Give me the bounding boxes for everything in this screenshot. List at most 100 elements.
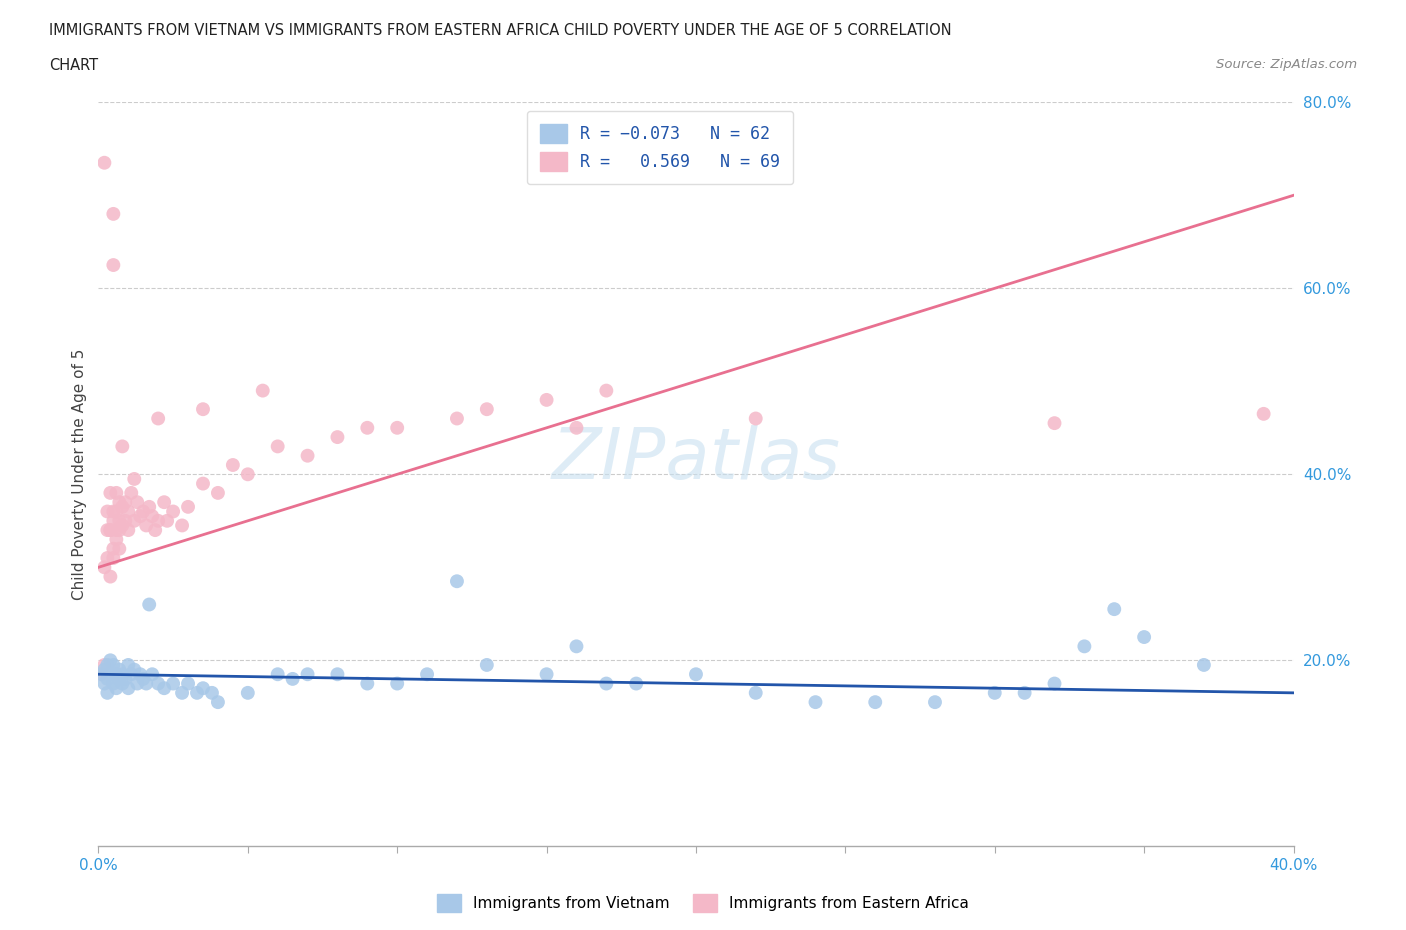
- Point: [565, 420, 588, 435]
- Point: [98, 569, 122, 584]
- Point: [117, 523, 139, 538]
- Point: [96, 658, 118, 672]
- Point: [132, 671, 155, 686]
- Point: [98, 485, 122, 500]
- Point: [114, 671, 136, 686]
- Point: [536, 667, 558, 682]
- Point: [141, 509, 163, 524]
- Point: [111, 518, 134, 533]
- Point: [108, 513, 131, 528]
- Point: [93, 662, 115, 677]
- Point: [98, 523, 122, 538]
- Point: [804, 695, 827, 710]
- Point: [162, 676, 184, 691]
- Point: [108, 495, 131, 510]
- Point: [129, 509, 152, 524]
- Point: [156, 513, 179, 528]
- Point: [148, 513, 170, 528]
- Point: [117, 504, 139, 519]
- Point: [93, 676, 115, 691]
- Point: [90, 667, 112, 682]
- Point: [191, 681, 214, 696]
- Point: [281, 671, 304, 686]
- Point: [96, 551, 118, 565]
- Point: [297, 667, 319, 682]
- Point: [135, 518, 157, 533]
- Point: [103, 541, 125, 556]
- Point: [124, 472, 146, 486]
- Point: [108, 541, 131, 556]
- Point: [565, 639, 588, 654]
- Point: [745, 685, 768, 700]
- Point: [103, 206, 125, 221]
- Point: [105, 667, 128, 682]
- Point: [96, 504, 118, 519]
- Point: [191, 402, 214, 417]
- Point: [207, 485, 229, 500]
- Point: [93, 658, 115, 672]
- Point: [172, 518, 194, 533]
- Point: [1253, 406, 1275, 421]
- Point: [148, 411, 170, 426]
- Point: [120, 667, 142, 682]
- Point: [595, 676, 617, 691]
- Point: [1192, 658, 1215, 672]
- Point: [117, 658, 139, 672]
- Point: [105, 532, 128, 547]
- Point: [1043, 416, 1066, 431]
- Point: [96, 685, 118, 700]
- Point: [96, 671, 118, 686]
- Point: [108, 523, 131, 538]
- Point: [153, 495, 176, 510]
- Point: [745, 411, 768, 426]
- Point: [96, 523, 118, 538]
- Y-axis label: Child Poverty Under the Age of 5: Child Poverty Under the Age of 5: [72, 349, 87, 600]
- Point: [135, 676, 157, 691]
- Point: [127, 495, 149, 510]
- Point: [356, 676, 378, 691]
- Point: [93, 560, 115, 575]
- Point: [186, 685, 208, 700]
- Point: [983, 685, 1005, 700]
- Point: [1133, 630, 1156, 644]
- Point: [685, 667, 707, 682]
- Point: [385, 420, 409, 435]
- Point: [172, 685, 194, 700]
- Point: [111, 667, 134, 682]
- Point: [924, 695, 946, 710]
- Point: [98, 667, 122, 682]
- Point: [129, 667, 152, 682]
- Point: [267, 439, 290, 454]
- Point: [536, 392, 558, 407]
- Point: [1014, 685, 1036, 700]
- Text: ZIPatlas: ZIPatlas: [551, 425, 841, 494]
- Point: [236, 685, 259, 700]
- Point: [117, 681, 139, 696]
- Point: [446, 574, 468, 589]
- Point: [132, 504, 155, 519]
- Point: [267, 667, 290, 682]
- Point: [120, 485, 142, 500]
- Point: [124, 662, 146, 677]
- Point: [416, 667, 439, 682]
- Point: [103, 551, 125, 565]
- Point: [446, 411, 468, 426]
- Text: IMMIGRANTS FROM VIETNAM VS IMMIGRANTS FROM EASTERN AFRICA CHILD POVERTY UNDER TH: IMMIGRANTS FROM VIETNAM VS IMMIGRANTS FR…: [49, 23, 952, 38]
- Text: CHART: CHART: [49, 58, 98, 73]
- Point: [103, 513, 125, 528]
- Point: [103, 676, 125, 691]
- Point: [595, 383, 617, 398]
- Point: [1073, 639, 1095, 654]
- Point: [475, 402, 498, 417]
- Point: [222, 458, 245, 472]
- Point: [111, 676, 134, 691]
- Point: [475, 658, 498, 672]
- Point: [108, 671, 131, 686]
- Point: [138, 597, 160, 612]
- Point: [1104, 602, 1126, 617]
- Point: [191, 476, 214, 491]
- Point: [252, 383, 274, 398]
- Point: [93, 155, 115, 170]
- Point: [177, 499, 200, 514]
- Point: [103, 258, 125, 272]
